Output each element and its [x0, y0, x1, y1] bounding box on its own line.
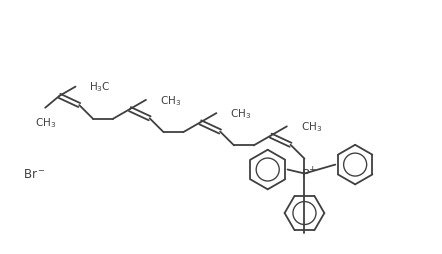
Text: CH$_3$: CH$_3$: [34, 116, 56, 130]
Text: Br$^-$: Br$^-$: [23, 167, 46, 180]
Text: CH$_3$: CH$_3$: [160, 93, 181, 107]
Text: +: +: [308, 164, 315, 173]
Text: H$_3$C: H$_3$C: [89, 80, 111, 94]
Text: CH$_3$: CH$_3$: [301, 120, 322, 134]
Text: P: P: [302, 167, 309, 180]
Text: CH$_3$: CH$_3$: [230, 107, 251, 121]
